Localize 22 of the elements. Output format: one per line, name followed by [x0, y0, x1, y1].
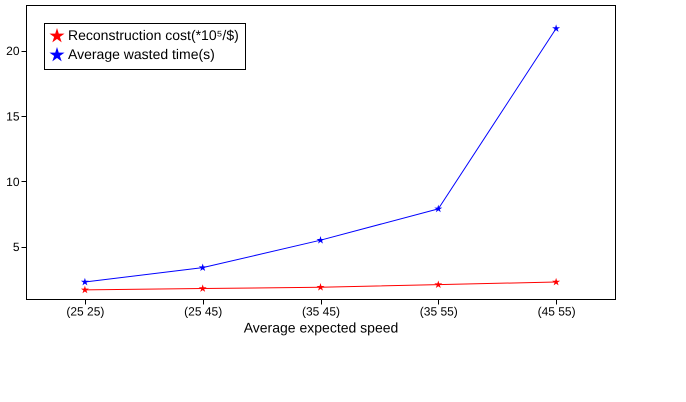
point — [80, 286, 89, 294]
point — [434, 204, 442, 212]
point — [198, 284, 207, 292]
y-tick-label: 20 — [6, 44, 20, 58]
point — [316, 283, 324, 291]
x-axis-title: Average expected speed — [244, 320, 398, 336]
x-tick-label: (45 55) — [538, 304, 576, 318]
y-tick-label: 10 — [6, 174, 20, 189]
y-tick-label: 15 — [6, 110, 20, 124]
legend-label: Reconstruction cost(*10⁵/$) — [68, 27, 239, 43]
x-tick-label: (35 55) — [420, 304, 458, 318]
x-tick-label: (35 45) — [302, 304, 340, 318]
x-tick-label: (25 45) — [184, 304, 222, 318]
point — [80, 278, 89, 286]
y-tick-label: 5 — [12, 240, 20, 254]
point — [198, 263, 207, 272]
point — [434, 280, 442, 288]
x-tick-label: (25 25) — [66, 304, 104, 318]
point — [552, 24, 560, 32]
point — [316, 236, 324, 244]
point — [552, 278, 560, 286]
legend-label: Average wasted time(s) — [68, 46, 215, 62]
